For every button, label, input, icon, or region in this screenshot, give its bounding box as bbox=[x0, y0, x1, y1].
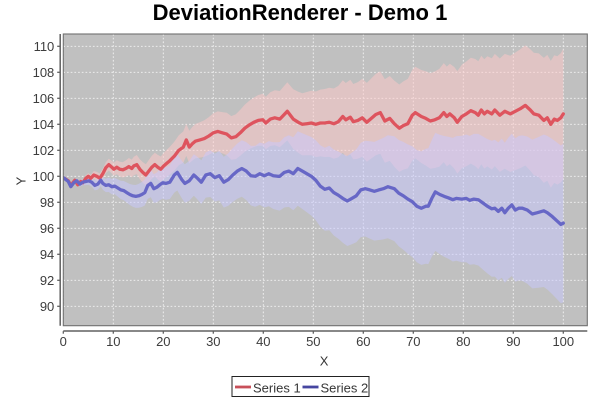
svg-text:20: 20 bbox=[156, 334, 170, 349]
svg-text:110: 110 bbox=[34, 39, 55, 54]
svg-text:94: 94 bbox=[40, 247, 54, 262]
svg-text:10: 10 bbox=[106, 334, 120, 349]
svg-text:102: 102 bbox=[33, 143, 55, 158]
svg-text:100: 100 bbox=[33, 169, 55, 184]
svg-text:92: 92 bbox=[40, 273, 54, 288]
svg-text:60: 60 bbox=[356, 334, 370, 349]
svg-text:96: 96 bbox=[40, 221, 54, 236]
svg-text:108: 108 bbox=[33, 65, 55, 80]
svg-text:70: 70 bbox=[406, 334, 420, 349]
svg-text:30: 30 bbox=[206, 334, 220, 349]
svg-text:X: X bbox=[320, 353, 329, 368]
svg-text:106: 106 bbox=[33, 91, 55, 106]
svg-text:Series 1: Series 1 bbox=[253, 381, 301, 396]
svg-text:0: 0 bbox=[60, 334, 67, 349]
svg-text:98: 98 bbox=[40, 195, 54, 210]
svg-text:90: 90 bbox=[506, 334, 520, 349]
svg-text:DeviationRenderer - Demo 1: DeviationRenderer - Demo 1 bbox=[153, 0, 448, 25]
svg-text:104: 104 bbox=[33, 117, 55, 132]
svg-text:40: 40 bbox=[256, 334, 270, 349]
svg-text:Y: Y bbox=[13, 176, 28, 185]
svg-text:80: 80 bbox=[456, 334, 470, 349]
svg-text:90: 90 bbox=[40, 299, 54, 314]
svg-text:Series 2: Series 2 bbox=[321, 381, 369, 396]
svg-text:100: 100 bbox=[552, 334, 574, 349]
svg-text:50: 50 bbox=[306, 334, 320, 349]
